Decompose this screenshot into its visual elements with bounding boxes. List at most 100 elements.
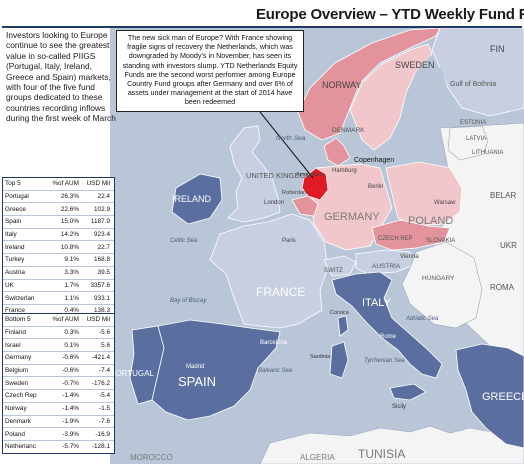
bottom-5-table: Bottom 5 %of AUM USD Mil Finland 0.3% -5.6…: [2, 313, 115, 454]
table-cell-pct: 3.3%: [64, 269, 79, 277]
table-row: Spain 15.0% 1187.9: [3, 216, 114, 229]
table-cell-country: Norway: [5, 405, 27, 413]
table-cell-pct: 1.1%: [64, 294, 79, 302]
table-row: Germany -0.6% -421.4: [3, 352, 114, 365]
table-cell-usd: -7.4: [98, 367, 110, 375]
table-row: Sweden -0.7% -176.2: [3, 377, 114, 391]
label-belarus: BELAR: [490, 191, 516, 200]
label-tunisia: TUNISIA: [358, 447, 405, 461]
table-cell-usd: -7.6: [98, 417, 110, 425]
table-row: Greece 22.6% 102.9: [3, 203, 114, 217]
poland-region: [385, 161, 463, 227]
table-cell-pct: 10.8%: [60, 243, 79, 251]
table-cell-pct: -1.4%: [62, 392, 79, 400]
table-cell-usd: 168.8: [94, 256, 110, 264]
table-cell-country: Finland: [5, 329, 26, 337]
table-cell-country: Switzerlan: [5, 294, 35, 302]
table-cell-pct: 26.3%: [60, 193, 79, 201]
table-cell-pct: 0.3%: [64, 329, 79, 337]
label-corsica: Corsica: [330, 310, 350, 316]
label-latvia: LATVIA: [466, 136, 486, 142]
bottom-table-header-usd: USD Mil: [86, 316, 110, 324]
table-cell-country: Spain: [5, 218, 22, 226]
table-row: Italy 14.2% 923.4: [3, 229, 114, 242]
label-algeria: ALGERIA: [300, 453, 335, 462]
table-cell-usd: 5.6: [101, 341, 110, 349]
label-lithuania: LITHUANIA: [472, 150, 503, 156]
table-cell-usd: -421.4: [91, 354, 110, 362]
denmark-region: [323, 137, 351, 167]
table-cell-pct: 0.4%: [64, 307, 79, 315]
label-poland: POLAND: [408, 215, 453, 227]
table-cell-usd: 3357.6: [90, 281, 110, 289]
label-austria: AUSTRIA: [372, 263, 401, 270]
header-rule: [2, 26, 522, 28]
top-table-header-pct: %of AUM: [52, 180, 79, 188]
table-cell-country: France: [5, 307, 25, 315]
table-cell-country: Belgium: [5, 367, 29, 375]
table-cell-usd: -5.4: [98, 392, 110, 400]
top-table-header-usd: USD Mil: [86, 180, 110, 188]
label-finland: FIN: [490, 44, 505, 54]
label-paris: Paris: [282, 238, 296, 244]
table-cell-pct: -5.7%: [62, 443, 79, 451]
sweden-region: [349, 43, 433, 151]
table-cell-usd: -1.5: [98, 405, 110, 413]
label-rotterdam: Rotterdam: [282, 190, 308, 196]
norway-region: [297, 28, 441, 141]
label-ireland: IRELAND: [172, 194, 212, 204]
top-table-header-country: Top 5: [5, 180, 21, 188]
intro-text: Investors looking to Europe continue to …: [6, 30, 116, 124]
uk-region: [227, 125, 281, 223]
table-row: Ireland 10.8% 22.7: [3, 241, 114, 255]
label-spain: SPAIN: [178, 374, 216, 389]
table-cell-usd: -5.6: [98, 329, 110, 337]
table-cell-usd: 933.1: [94, 294, 110, 302]
baltic-states: [447, 125, 489, 161]
label-bay-of-biscay: Bay of Biscay: [170, 298, 207, 304]
label-balearic: Balearic Sea: [258, 368, 293, 374]
label-morocco: MOROCCO: [130, 453, 173, 462]
label-switzerland: SWITZ: [324, 268, 343, 274]
corsica-region: [337, 315, 349, 337]
table-cell-country: Denmark: [5, 417, 31, 425]
table-cell-pct: 14.2%: [60, 231, 79, 239]
label-copenhagen: Copenhagen: [354, 157, 394, 164]
bottom-table-header: Bottom 5 %of AUM USD Mil: [3, 314, 114, 327]
callout-pointer-line: [259, 111, 314, 179]
label-estonia: ESTONIA: [460, 120, 486, 126]
label-celtic-sea: Celtic Sea: [170, 238, 198, 244]
table-row: Netherlanc -5.7% -128.1: [3, 441, 114, 453]
table-cell-country: Turkey: [5, 256, 25, 264]
table-row: Finland 0.3% -5.6: [3, 327, 114, 340]
label-sardinia: Sardinia: [310, 354, 331, 360]
label-sicily: Sicily: [392, 404, 406, 410]
table-cell-country: Germany: [5, 354, 32, 362]
table-cell-usd: 923.4: [94, 231, 110, 239]
table-row: Turkey 9.1% 168.8: [3, 254, 114, 267]
page-title: Europe Overview – YTD Weekly Fund Flows: [256, 6, 524, 23]
label-italy: ITALY: [362, 297, 392, 309]
label-warsaw: Warsaw: [434, 200, 456, 206]
map-canvas: NORWAY SWEDEN FIN Gulf of Bothnia ESTONI…: [110, 28, 524, 464]
table-row: Czech Rep -1.4% -5.4: [3, 390, 114, 403]
table-cell-usd: -16.9: [95, 430, 110, 438]
table-cell-country: Poland: [5, 430, 25, 438]
table-cell-country: Israel: [5, 341, 21, 349]
label-hamburg: Hamburg: [332, 168, 357, 174]
table-cell-country: Greece: [5, 205, 26, 213]
table-cell-pct: -3.9%: [62, 430, 79, 438]
label-greece: GREECE: [482, 391, 524, 403]
table-cell-pct: 1.7%: [64, 281, 79, 289]
table-cell-usd: 102.9: [94, 205, 110, 213]
bottom-table-header-pct: %of AUM: [52, 316, 79, 324]
label-barcelona: Barcelona: [260, 340, 288, 346]
table-cell-country: Netherlanc: [5, 443, 36, 451]
table-cell-usd: -176.2: [91, 379, 110, 387]
sicily-region: [389, 383, 427, 401]
label-france: FRANCE: [256, 285, 305, 299]
label-slovakia: SLOVAKIA: [426, 238, 455, 244]
table-cell-country: Italy: [5, 231, 17, 239]
table-row: Denmark -1.9% -7.6: [3, 416, 114, 429]
